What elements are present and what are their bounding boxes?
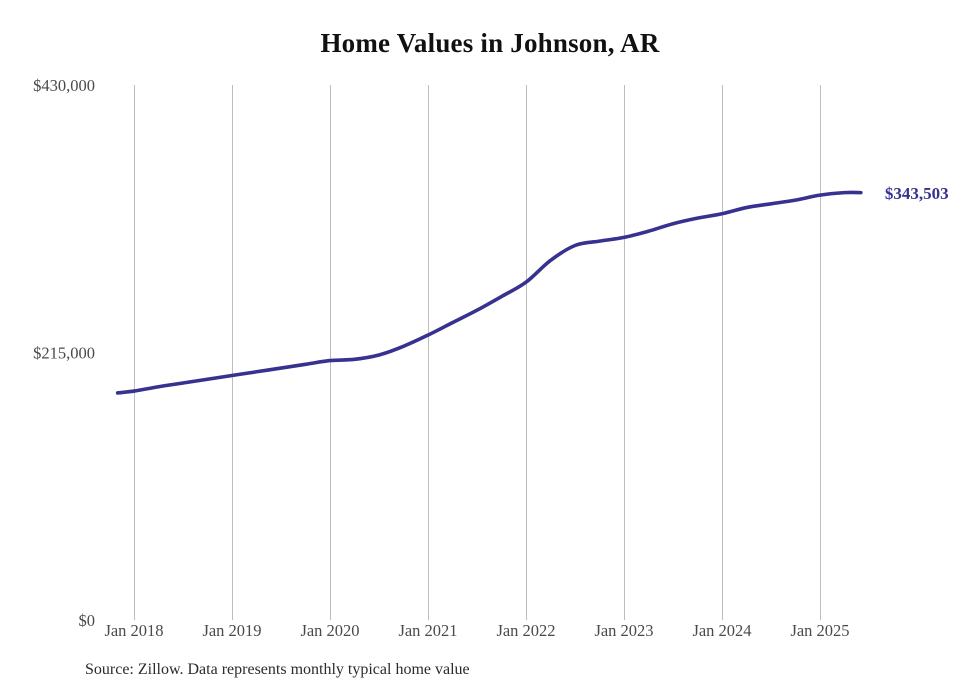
x-axis-tick-labels: Jan 2018 Jan 2019 Jan 2020 Jan 2021 Jan 2022… <box>104 621 849 640</box>
x-tick-label: Jan 2022 <box>496 621 555 640</box>
y-tick-label: $430,000 <box>33 76 95 95</box>
series-line <box>115 190 863 395</box>
x-tick-label: Jan 2018 <box>104 621 163 640</box>
y-axis-tick-labels: $0 $215,000 $430,000 <box>33 76 95 630</box>
x-tick-label: Jan 2024 <box>692 621 751 640</box>
chart-title: Home Values in Johnson, AR <box>320 28 660 58</box>
y-tick-label: $0 <box>79 611 96 630</box>
gridlines <box>134 85 821 620</box>
x-tick-label: Jan 2023 <box>594 621 653 640</box>
y-tick-label: $215,000 <box>33 344 95 363</box>
x-tick-label: Jan 2019 <box>202 621 261 640</box>
source-note: Source: Zillow. Data represents monthly … <box>85 661 470 678</box>
series-lines <box>115 190 863 395</box>
end-value-label: $343,503 <box>884 183 949 203</box>
x-tick-label: Jan 2020 <box>300 621 359 640</box>
x-tick-label: Jan 2025 <box>790 621 849 640</box>
x-tick-label: Jan 2021 <box>398 621 457 640</box>
